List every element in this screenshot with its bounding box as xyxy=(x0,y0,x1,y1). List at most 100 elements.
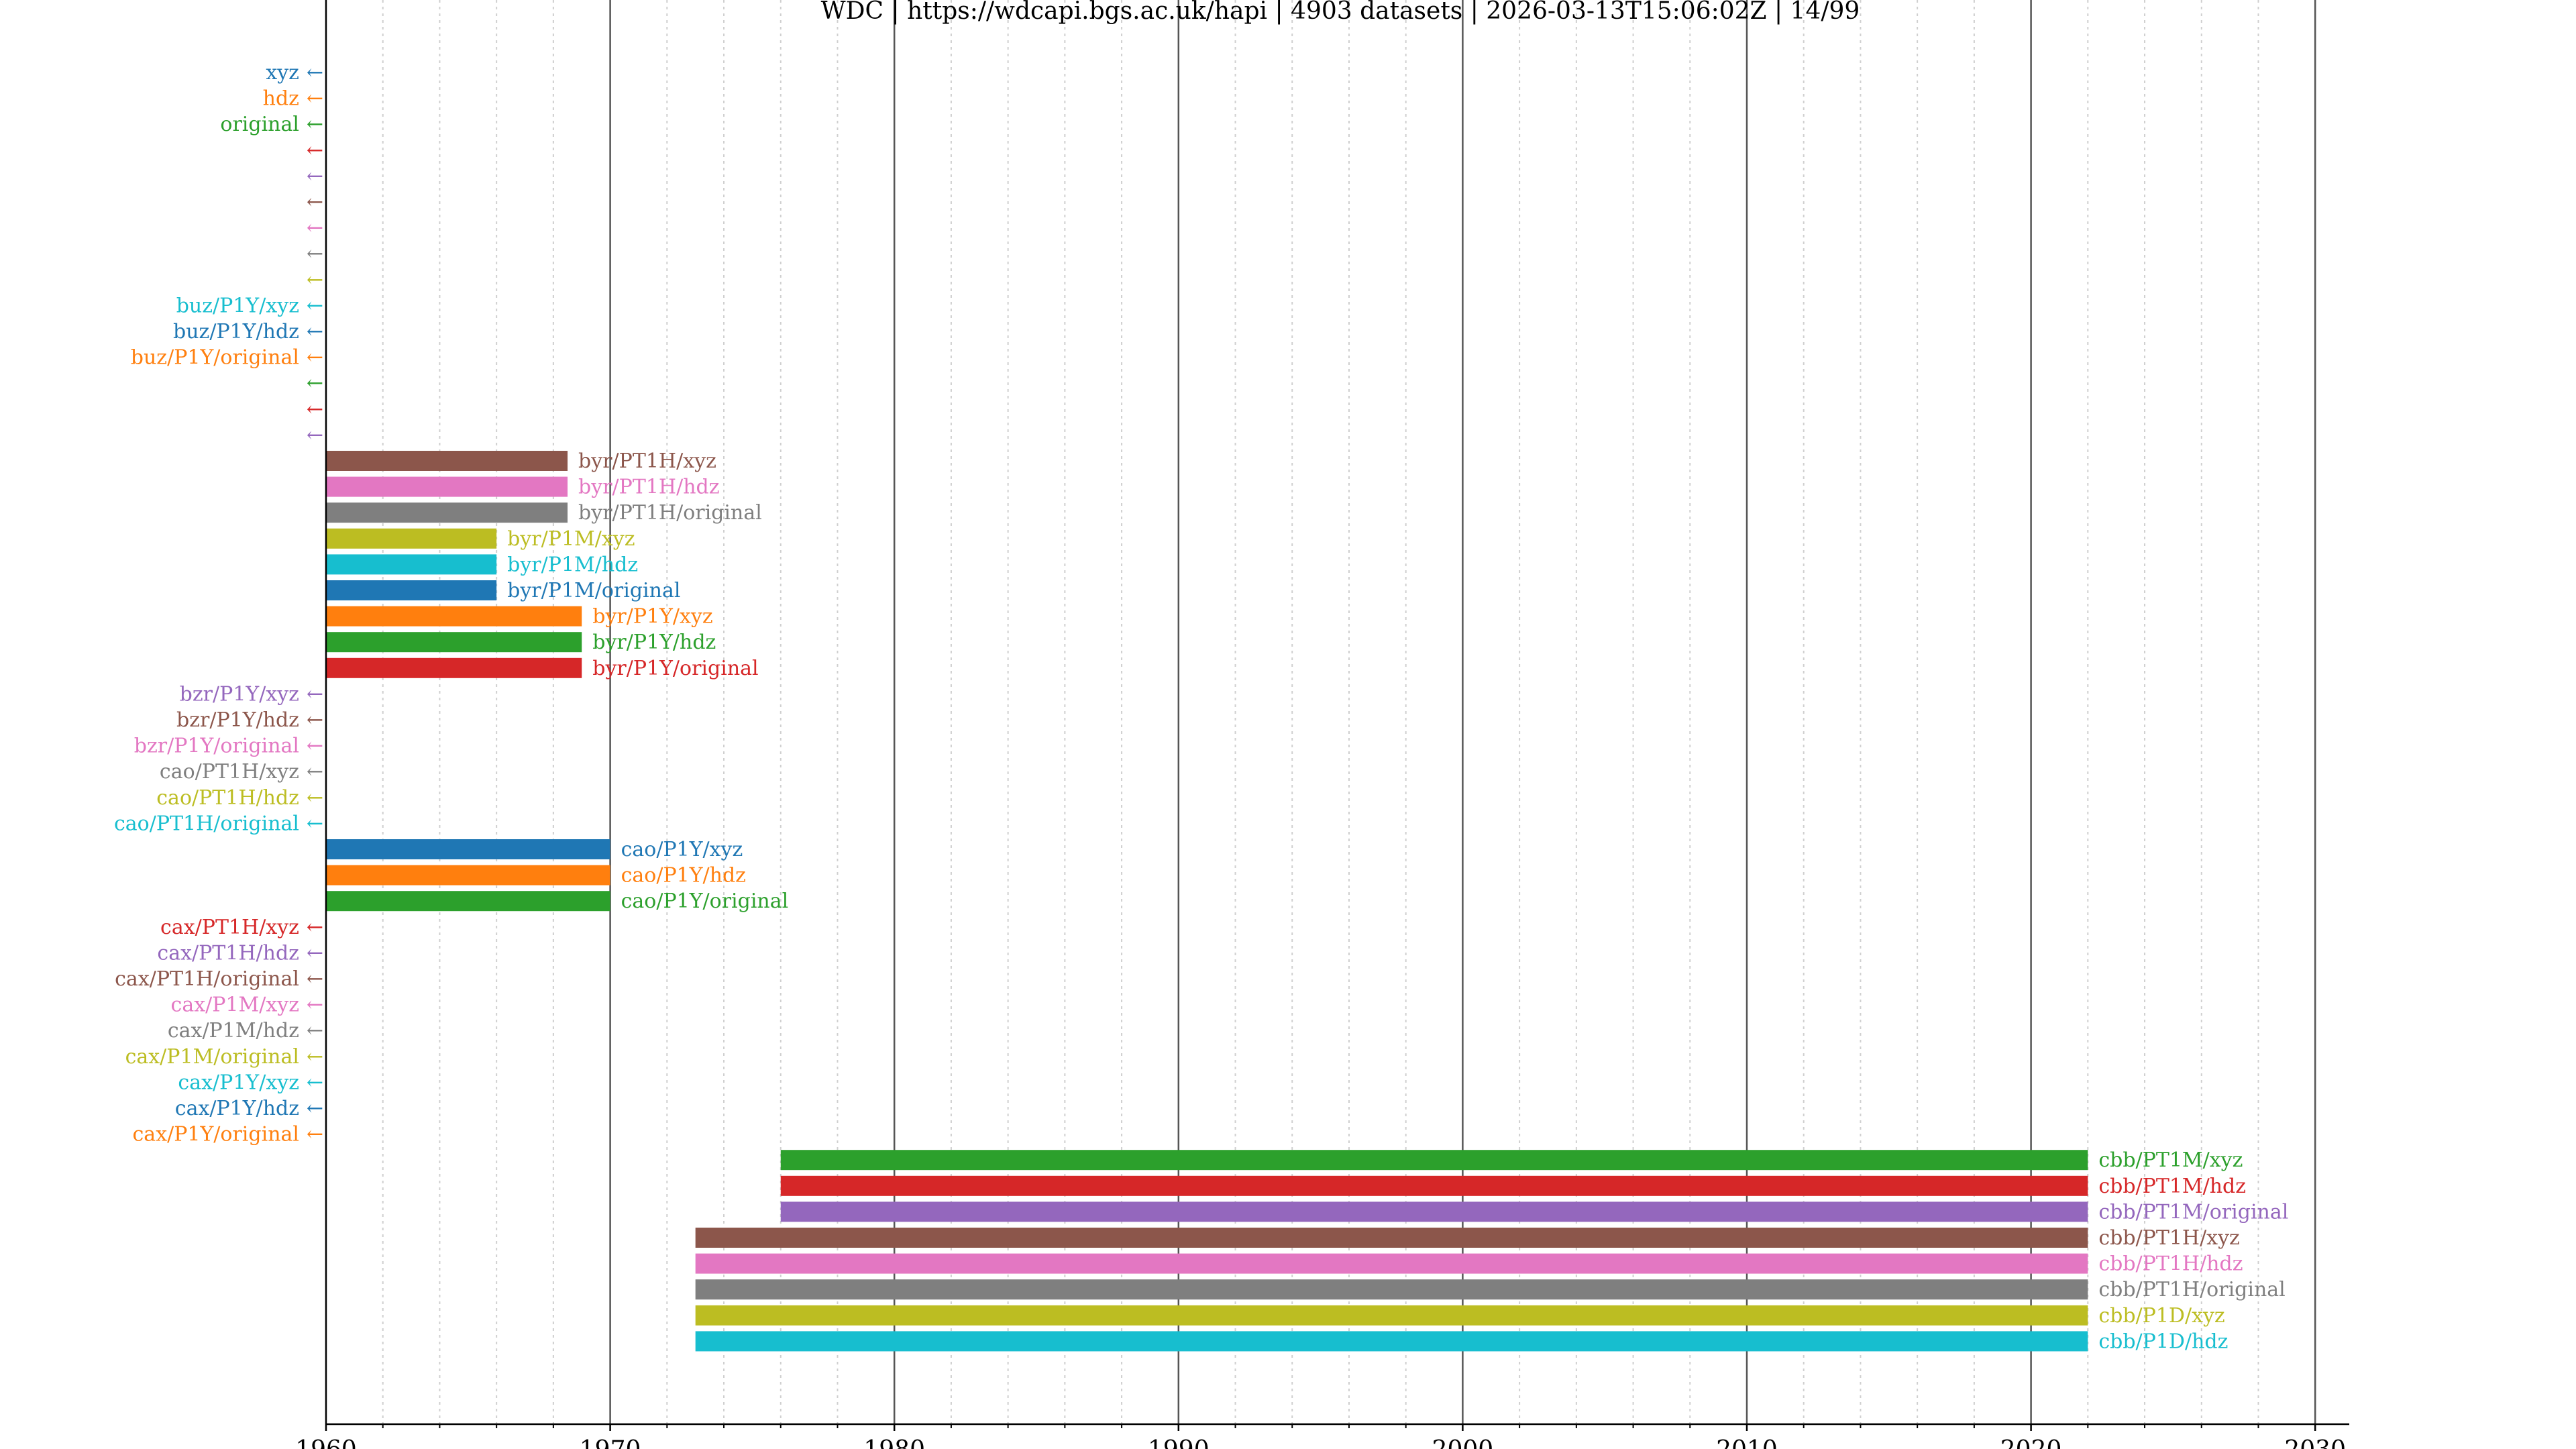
off-axis-arrow: ← xyxy=(307,1071,323,1094)
bar xyxy=(326,606,582,627)
bar-label: buz/P1Y/xyz xyxy=(176,294,299,317)
off-axis-arrow: ← xyxy=(307,812,323,835)
bar-label: cbb/PT1M/hdz xyxy=(2098,1175,2246,1198)
bar-label: cbb/PT1H/original xyxy=(2098,1278,2285,1301)
off-axis-arrow: ← xyxy=(307,320,323,343)
bar-label: byr/PT1H/original xyxy=(578,501,762,525)
off-axis-arrow: ← xyxy=(307,1123,323,1146)
x-tick-label: 2010 xyxy=(1716,1436,1778,1449)
off-axis-arrow: ← xyxy=(307,967,323,991)
bar-label: byr/P1Y/xyz xyxy=(592,605,712,629)
off-axis-arrow: ← xyxy=(307,423,323,447)
bar xyxy=(326,657,582,678)
bar-label: byr/P1M/xyz xyxy=(507,527,635,551)
bar-label: cao/P1Y/original xyxy=(621,890,789,913)
bar-label: bzr/P1Y/hdz xyxy=(176,708,299,732)
off-axis-arrow: ← xyxy=(307,760,323,784)
x-tick-label: 1960 xyxy=(295,1436,357,1449)
bar xyxy=(695,1228,2088,1248)
off-axis-arrow: ← xyxy=(307,113,323,136)
bar-label: byr/P1M/original xyxy=(507,579,680,602)
bar-label: byr/P1Y/original xyxy=(592,657,758,680)
x-tick-label: 1970 xyxy=(580,1436,641,1449)
off-axis-arrow: ← xyxy=(307,1019,323,1042)
off-axis-arrow: ← xyxy=(307,786,323,810)
bar xyxy=(326,528,497,549)
bar xyxy=(326,865,610,885)
off-axis-arrow: ← xyxy=(307,735,323,758)
bar xyxy=(326,451,568,471)
bars-layer: ←xyz←hdz←original←←←←←←←buz/P1Y/xyz←buz/… xyxy=(114,61,2288,1353)
bar-label: cao/PT1H/xyz xyxy=(160,760,299,784)
bar-label: bzr/P1Y/original xyxy=(134,735,299,758)
off-axis-arrow: ← xyxy=(307,1097,323,1120)
bar xyxy=(780,1150,2088,1171)
bar-label: cbb/PT1H/hdz xyxy=(2098,1252,2243,1276)
bar xyxy=(326,476,568,497)
bar-label: cax/P1Y/hdz xyxy=(175,1097,299,1120)
x-axis: 1960 1970 1980 1990 2000 2010 2020 2030 xyxy=(295,0,2350,1449)
bar-label: cax/P1M/xyz xyxy=(171,994,299,1017)
bar-label: cax/P1Y/original xyxy=(133,1123,300,1146)
bar-label: cbb/P1D/hdz xyxy=(2098,1330,2228,1353)
bar-label: cax/P1M/original xyxy=(125,1045,299,1069)
bar xyxy=(326,839,610,859)
bar-label: byr/PT1H/xyz xyxy=(578,449,716,473)
x-tick-label: 2000 xyxy=(1432,1436,1494,1449)
x-tick-label: 1980 xyxy=(863,1436,925,1449)
off-axis-arrow: ← xyxy=(307,994,323,1017)
bar-label: cax/P1Y/xyz xyxy=(178,1071,299,1094)
bar-label: byr/PT1H/hdz xyxy=(578,476,719,499)
bar-label: byr/P1M/hdz xyxy=(507,553,638,576)
off-axis-arrow: ← xyxy=(307,708,323,732)
bar-label: hdz xyxy=(263,87,299,111)
bar-label: cbb/P1D/xyz xyxy=(2098,1304,2224,1328)
off-axis-arrow: ← xyxy=(307,191,323,214)
bar-label: bzr/P1Y/xyz xyxy=(180,682,299,706)
off-axis-arrow: ← xyxy=(307,294,323,317)
off-axis-arrow: ← xyxy=(307,1045,323,1069)
bar xyxy=(326,502,568,523)
off-axis-arrow: ← xyxy=(307,372,323,395)
bar-label: cbb/PT1M/xyz xyxy=(2098,1148,2243,1172)
bar-label: cax/PT1H/xyz xyxy=(160,916,299,939)
x-tick-label: 2030 xyxy=(2284,1436,2346,1449)
chart-title: WDC | https://wdcapi.bgs.ac.uk/hapi | 49… xyxy=(821,0,1860,25)
off-axis-arrow: ← xyxy=(307,217,323,240)
bar xyxy=(695,1331,2088,1352)
bar xyxy=(780,1201,2088,1222)
bar-label: original xyxy=(220,113,299,136)
bar-label: cbb/PT1M/original xyxy=(2098,1200,2288,1224)
x-tick-label: 2020 xyxy=(2000,1436,2062,1449)
bar-label: cax/PT1H/original xyxy=(115,967,299,991)
bar xyxy=(326,891,610,912)
off-axis-arrow: ← xyxy=(307,61,323,85)
x-tick-label: 1990 xyxy=(1148,1436,1210,1449)
bar xyxy=(326,580,497,600)
off-axis-arrow: ← xyxy=(307,87,323,111)
bar-label: cao/PT1H/hdz xyxy=(156,786,299,810)
bar-label: buz/P1Y/original xyxy=(131,346,299,370)
off-axis-arrow: ← xyxy=(307,164,323,188)
off-axis-arrow: ← xyxy=(307,916,323,939)
bar-label: buz/P1Y/hdz xyxy=(173,320,299,343)
bar xyxy=(780,1175,2088,1196)
bar-label: byr/P1Y/hdz xyxy=(592,631,716,654)
off-axis-arrow: ← xyxy=(307,941,323,965)
off-axis-arrow: ← xyxy=(307,242,323,266)
bar xyxy=(326,554,497,575)
bar-label: cao/PT1H/original xyxy=(114,812,299,835)
bar-label: cao/P1Y/hdz xyxy=(621,864,746,888)
bar xyxy=(326,632,582,653)
bar-label: cbb/PT1H/xyz xyxy=(2098,1226,2240,1250)
off-axis-arrow: ← xyxy=(307,268,323,292)
off-axis-arrow: ← xyxy=(307,398,323,421)
bar-label: xyz xyxy=(266,61,299,85)
bar-label: cax/PT1H/hdz xyxy=(157,941,299,965)
bar xyxy=(695,1253,2088,1274)
bar xyxy=(695,1279,2088,1300)
bar-label: cax/P1M/hdz xyxy=(168,1019,299,1042)
off-axis-arrow: ← xyxy=(307,346,323,370)
off-axis-arrow: ← xyxy=(307,139,323,162)
